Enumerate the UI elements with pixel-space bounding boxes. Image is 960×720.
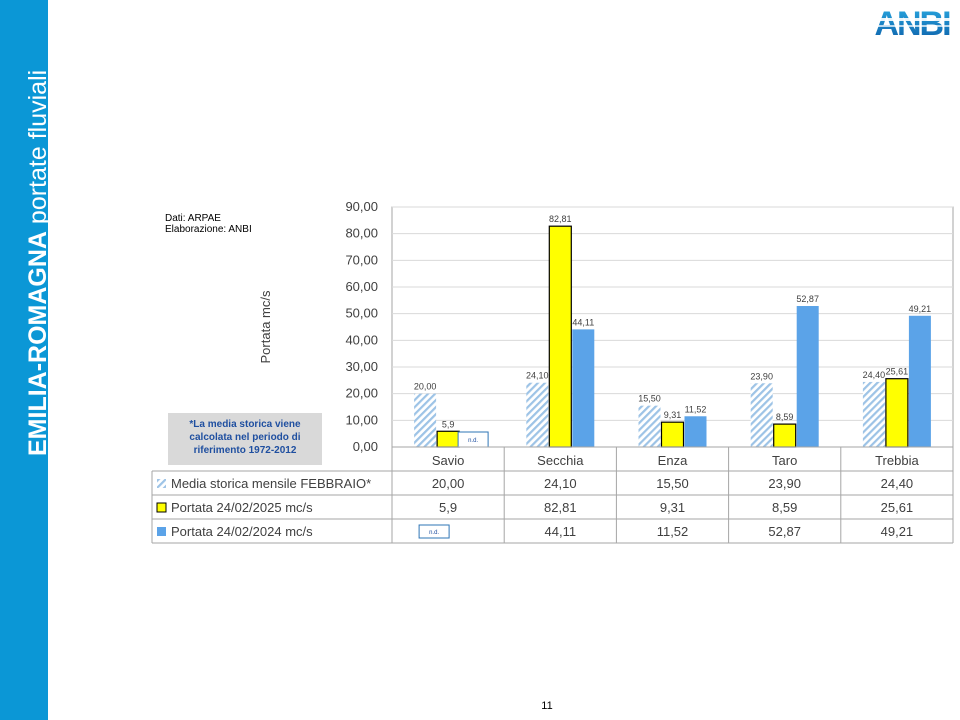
bar <box>750 383 773 447</box>
bar <box>773 423 797 448</box>
bar <box>414 393 437 447</box>
data-label: 11,52 <box>685 404 707 414</box>
page-number: 11 <box>541 700 553 712</box>
bar <box>684 416 707 447</box>
bar <box>660 421 685 448</box>
table-cell: 49,21 <box>881 524 914 539</box>
historical-average-note: *La media storica viene calcolata nel pe… <box>168 413 322 465</box>
table-cell: 23,90 <box>768 476 801 491</box>
bar <box>796 306 819 447</box>
bar <box>572 329 595 447</box>
table-cell: 82,81 <box>544 500 577 515</box>
bar <box>908 315 931 447</box>
table-cell: 44,11 <box>545 524 577 539</box>
data-source: Dati: ARPAE Elaborazione: ANBI <box>165 213 252 235</box>
table-cell: 15,50 <box>656 476 689 491</box>
data-label: 25,61 <box>886 367 909 377</box>
elaboration-line: Elaborazione: ANBI <box>165 224 252 235</box>
bar <box>548 225 572 448</box>
legend-swatch <box>157 479 166 488</box>
table-cell: 24,10 <box>544 476 577 491</box>
missing-value-box <box>418 524 450 539</box>
source-line: Dati: ARPAE <box>165 213 221 224</box>
y-tick-label: 40,00 <box>345 332 378 347</box>
y-tick-label: 0,00 <box>353 439 378 454</box>
bar <box>638 405 661 447</box>
series-name: Portata 24/02/2024 mc/s <box>171 524 313 539</box>
y-tick-label: 10,00 <box>345 412 378 427</box>
data-label: 52,87 <box>796 294 819 304</box>
y-tick-label: 80,00 <box>345 226 378 241</box>
legend-swatch <box>157 527 166 536</box>
series-name: Media storica mensile FEBBRAIO* <box>171 476 371 491</box>
table-cell: 20,00 <box>432 476 465 491</box>
logo-text: ANBI <box>874 5 950 40</box>
bar <box>885 378 909 448</box>
data-label: 24,40 <box>863 370 886 380</box>
data-label: 9,31 <box>664 410 682 420</box>
table-cell: 52,87 <box>768 524 801 539</box>
anbi-logo: ANBI <box>874 5 952 40</box>
data-label: 49,21 <box>909 304 932 314</box>
data-label: 23,90 <box>750 371 773 381</box>
y-tick-label: 60,00 <box>345 279 378 294</box>
data-label: 24,10 <box>526 371 549 381</box>
bar <box>862 381 885 447</box>
table-cell: 5,9 <box>439 500 457 515</box>
category-label: Secchia <box>537 453 584 468</box>
category-label: Savio <box>432 453 465 468</box>
series-name: Portata 24/02/2025 mc/s <box>171 500 313 515</box>
bar <box>436 430 460 448</box>
table-cell: 11,52 <box>657 524 689 539</box>
category-label: Enza <box>658 453 688 468</box>
bar <box>526 382 549 447</box>
table-cell: 8,59 <box>772 500 797 515</box>
category-label: Taro <box>772 453 797 468</box>
y-tick-label: 30,00 <box>345 359 378 374</box>
data-label: 20,00 <box>414 382 437 392</box>
y-tick-label: 50,00 <box>345 306 378 321</box>
sidebar: EMILIA-ROMAGNA portate fluviali <box>0 0 52 720</box>
data-label: 15,50 <box>638 394 661 404</box>
data-label: 44,11 <box>572 317 594 327</box>
table-cell: 25,61 <box>881 500 914 515</box>
data-label: 8,59 <box>776 412 794 422</box>
data-label: 5,9 <box>442 419 455 429</box>
y-tick-label: 70,00 <box>345 252 378 267</box>
y-tick-label: 90,00 <box>345 199 378 214</box>
legend-swatch <box>156 502 167 513</box>
table-cell: 24,40 <box>881 476 914 491</box>
data-label: 82,81 <box>549 214 572 224</box>
category-label: Trebbia <box>875 453 919 468</box>
missing-value-label: n.d. <box>468 438 478 444</box>
y-tick-label: 20,00 <box>345 386 378 401</box>
table-cell: 9,31 <box>660 500 685 515</box>
missing-value-label: n.d. <box>429 530 439 536</box>
y-axis-label: Portata mc/s <box>258 290 273 363</box>
